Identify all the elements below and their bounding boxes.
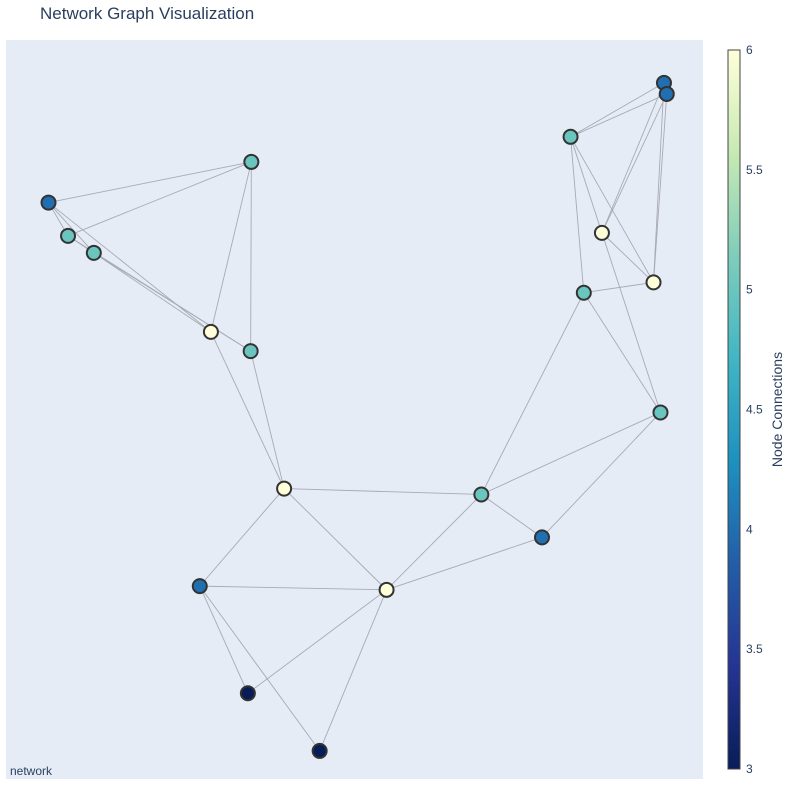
node-14[interactable]: [575, 284, 592, 301]
node-12[interactable]: [533, 529, 550, 546]
edge-15-17: [570, 136, 603, 234]
node-17[interactable]: [562, 128, 579, 145]
chart-title: Network Graph Visualization: [40, 4, 255, 23]
edge-6-7: [199, 488, 285, 587]
edge-11-13: [481, 412, 661, 495]
node-6[interactable]: [276, 480, 293, 497]
edge-16-19: [653, 93, 668, 283]
edge-16-17: [570, 136, 654, 283]
colorbar-tick-label: 6: [746, 43, 753, 57]
edge-0-2: [48, 202, 95, 254]
colorbar-tick-label: 3.5: [746, 642, 763, 656]
edge-17-19: [570, 93, 667, 138]
network-annotation: network: [10, 764, 53, 778]
colorbar-tick-label: 5: [746, 283, 753, 297]
edge-14-16: [583, 281, 654, 294]
edge-13-15: [601, 232, 661, 413]
node-8[interactable]: [378, 581, 395, 598]
colorbar-tick-label: 3: [746, 762, 753, 776]
node-10[interactable]: [311, 742, 328, 759]
edge-12-13: [541, 412, 661, 538]
plot-area: [6, 40, 703, 779]
colorbar-tick-label: 4: [746, 522, 753, 536]
edge-7-10: [199, 585, 321, 752]
node-15[interactable]: [593, 224, 610, 241]
edge-6-8: [283, 488, 387, 591]
edge-15-19: [601, 93, 668, 234]
colorbar-tick-label: 5.5: [746, 163, 763, 177]
edge-3-4: [210, 161, 252, 333]
edge-6-11: [284, 488, 482, 495]
edge-1-3: [67, 161, 252, 237]
edge-8-10: [319, 589, 387, 752]
node-2[interactable]: [85, 244, 102, 261]
edge-16-18: [653, 82, 665, 283]
edge-8-12: [386, 536, 543, 591]
node-5[interactable]: [242, 343, 259, 360]
edge-13-14: [583, 292, 661, 413]
node-3[interactable]: [243, 153, 260, 170]
node-layer: [40, 74, 675, 759]
node-7[interactable]: [191, 578, 208, 595]
colorbar: [727, 49, 741, 770]
colorbar-tick-label: 4.5: [746, 403, 763, 417]
edge-11-12: [481, 494, 543, 538]
edge-4-6: [210, 331, 285, 489]
edge-15-18: [601, 82, 665, 234]
edge-7-9: [199, 585, 249, 694]
node-19[interactable]: [658, 85, 675, 102]
edge-17-18: [570, 82, 665, 138]
node-1[interactable]: [60, 227, 77, 244]
edge-11-14: [480, 292, 585, 495]
colorbar-title: Node Connections: [769, 352, 785, 467]
edge-3-5: [250, 161, 252, 352]
edge-8-9: [247, 589, 387, 694]
node-9[interactable]: [239, 685, 256, 702]
edge-14-17: [570, 136, 585, 293]
node-0[interactable]: [40, 194, 57, 211]
node-11[interactable]: [473, 486, 490, 503]
edge-2-5: [93, 252, 251, 352]
edge-layer: [48, 82, 668, 752]
node-16[interactable]: [645, 274, 662, 291]
colorbar-ticks: 3 3.5 4 4.5 5 5.5 6: [746, 43, 763, 776]
edge-5-6: [250, 351, 285, 489]
edge-15-16: [601, 232, 654, 283]
edge-0-4: [48, 202, 212, 333]
edge-0-3: [48, 161, 252, 204]
edge-7-8: [199, 585, 387, 591]
node-4[interactable]: [202, 323, 219, 340]
edge-8-11: [386, 494, 482, 591]
edge-2-4: [93, 252, 212, 333]
node-13[interactable]: [652, 404, 669, 421]
